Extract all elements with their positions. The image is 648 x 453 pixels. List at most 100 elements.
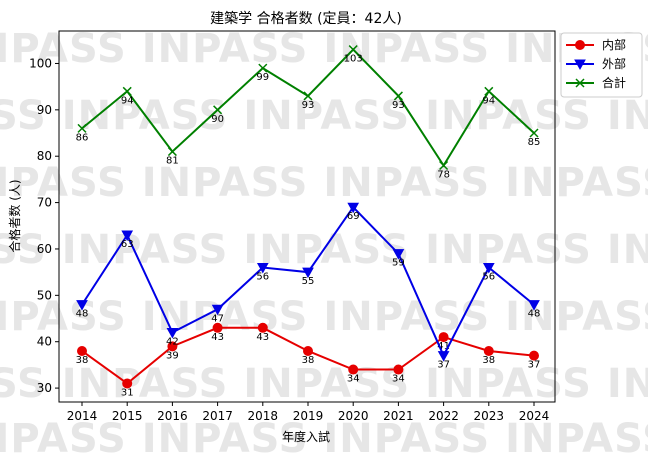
data-label: 38 [482,355,495,366]
watermark-text: INPASS INPASS INPASS INPASS INPASS INPAS… [0,416,648,453]
data-point [167,341,178,352]
legend-marker [574,59,586,71]
marker-stroke [258,63,268,73]
x-tick-label: 2022 [428,409,459,423]
data-point [212,322,223,333]
data-point [393,364,404,375]
data-point [484,86,494,96]
marker-stroke [122,86,132,96]
x-tick-label: 2024 [519,409,550,423]
marker-stroke [529,128,539,138]
data-point [529,128,539,138]
x-tick-label: 2020 [338,409,369,423]
y-tick-label: 30 [37,381,52,395]
legend-marker [575,78,585,88]
x-tick-label: 2018 [248,409,279,423]
y-tick-label: 40 [37,335,52,349]
data-label: 86 [76,132,89,143]
data-label: 41 [437,341,450,352]
y-axis: 30 40 50 60 70 80 90 100 [29,56,59,395]
data-point [439,160,449,171]
data-point [121,230,134,242]
legend-item: 外部 [566,56,626,71]
x-tick-label: 2017 [202,409,233,423]
series-2: 86 94 81 90 99 93 103 93 78 94 85 [76,45,541,180]
watermark-text: INPASS INPASS INPASS INPASS INPASS INPAS… [0,93,648,139]
data-point [213,105,223,115]
x-tick-label: 2019 [293,409,324,423]
x-tick-label: 2023 [474,409,505,423]
y-tick-label: 100 [29,56,52,70]
data-point [348,45,358,55]
data-label: 56 [482,272,495,283]
legend-item: 内部 [566,37,626,52]
data-label: 43 [211,332,224,343]
data-label: 34 [392,374,405,385]
data-label: 59 [392,258,405,269]
data-point [257,322,268,333]
y-axis-label: 合格者数 (人) [7,179,22,252]
y-tick-label: 80 [37,149,52,163]
y-tick-label: 70 [37,196,52,210]
data-label: 85 [528,137,541,148]
chart-title: 建築学 合格者数 (定員：42人) [210,11,402,27]
marker-stroke [575,78,585,88]
data-label: 47 [211,313,224,324]
x-tick-label: 2021 [383,409,414,423]
x-axis-label: 年度入試 [282,429,330,444]
data-point [392,249,405,260]
data-label: 81 [166,156,179,167]
data-point [483,345,494,356]
marker-stroke [484,86,494,96]
data-point [482,263,495,274]
marker-stroke [167,147,177,157]
y-tick-label: 60 [37,242,52,256]
series-1: 48 63 42 47 56 55 69 59 37 56 48 [76,202,541,371]
x-tick-label: 2016 [157,409,188,423]
marker-stroke [303,91,313,101]
data-point [438,332,449,343]
data-label: 94 [482,95,495,106]
data-label: 34 [347,374,360,385]
watermark: INPASS INPASS INPASS INPASS INPASS INPAS… [0,26,648,453]
data-point [528,300,540,311]
data-label: 78 [437,169,450,180]
legend-marker [575,40,585,50]
data-point [437,351,450,362]
y-tick-label: 90 [37,103,52,117]
data-label: 38 [76,355,89,366]
data-label: 55 [302,276,315,287]
data-label: 63 [121,239,134,250]
data-label: 37 [437,360,450,371]
data-point [393,91,403,101]
data-point [529,350,539,361]
legend-item: 合計 [566,75,626,90]
marker-stroke [77,123,87,133]
plot-area [58,30,556,403]
y-tick-label: 50 [37,288,52,302]
series-0: 38 31 39 43 43 38 34 34 41 38 37 [76,322,540,398]
legend-label: 外部 [602,56,626,71]
marker-stroke [213,105,223,115]
data-label: 43 [256,332,269,343]
data-label: 39 [166,350,179,361]
data-point [302,267,314,279]
x-tick-label: 2014 [67,409,98,423]
data-label: 31 [121,387,134,398]
data-point [76,300,88,311]
data-point [303,91,313,101]
data-label: 90 [211,114,224,125]
marker-stroke [439,160,449,171]
x-tick-label: 2015 [112,409,143,423]
watermark-text: INPASS INPASS INPASS INPASS INPASS INPAS… [0,26,648,72]
data-point [77,123,87,133]
data-label: 38 [302,355,315,366]
data-point [77,345,87,356]
legend-label: 内部 [602,37,626,52]
data-label: 48 [528,309,541,320]
data-label: 93 [392,100,405,111]
data-point [122,86,132,96]
data-point [258,63,268,73]
marker-stroke [348,45,358,55]
